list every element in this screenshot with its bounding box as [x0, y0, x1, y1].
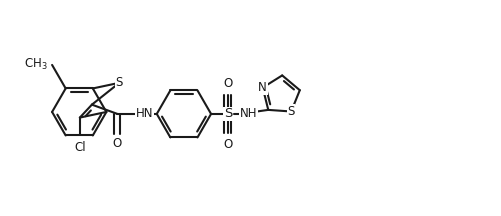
Text: S: S	[223, 107, 231, 121]
Text: NH: NH	[239, 107, 257, 121]
Text: S: S	[287, 105, 294, 118]
Text: N: N	[258, 81, 267, 94]
Text: O: O	[113, 137, 122, 150]
Text: O: O	[223, 77, 232, 90]
Text: HN: HN	[136, 107, 153, 121]
Text: O: O	[223, 138, 232, 151]
Text: CH$_3$: CH$_3$	[25, 57, 48, 73]
Text: S: S	[115, 76, 123, 89]
Text: Cl: Cl	[74, 141, 86, 154]
